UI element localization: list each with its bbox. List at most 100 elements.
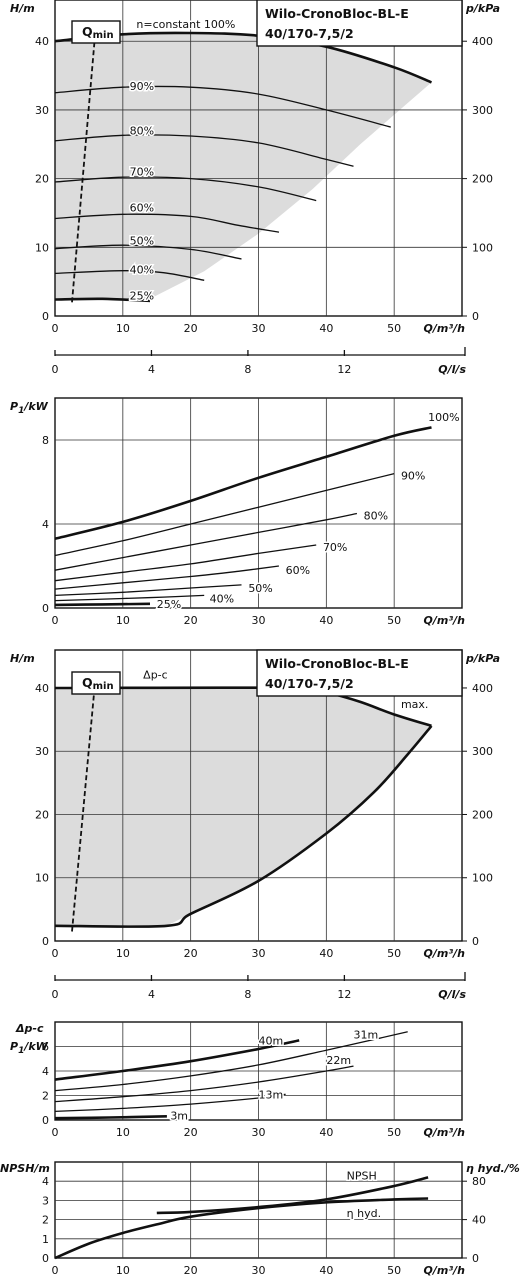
- power-constant-chart-series-label: 80%: [364, 510, 388, 523]
- hq-constant-chart-x-tick-label: 20: [184, 322, 198, 335]
- power-constant-chart-series-90: [54, 472, 395, 557]
- power-dpc-chart-y-axis-mode-label: Δp-c: [15, 1022, 44, 1035]
- power-dpc-chart-x-axis-label: Q/m³/h: [424, 1126, 466, 1139]
- npsh-eta-chart-series-npsh: [156, 1176, 429, 1215]
- hq-constant-chart-x-tick-label: 40: [319, 322, 333, 335]
- hq-dpc-chart-x-tick-label: 0: [52, 947, 59, 960]
- power-dpc-chart-x-tick-label: 20: [184, 1126, 198, 1139]
- power-dpc-chart-x-tick-label: 10: [116, 1126, 130, 1139]
- hq-constant-chart-y2-axis-label: p/kPa: [465, 2, 500, 15]
- npsh-eta-chart-y2-axis-label: η hyd./%: [466, 1162, 520, 1175]
- hq-constant-chart-x-tick-label: 0: [52, 322, 59, 335]
- hq-constant-chart-x-tick-label: 10: [116, 322, 130, 335]
- npsh-eta-chart: 0 10 20 30 40 50 0 1 2 3 4 Q/m³/h 0 40 80 NPSH/m η hyd./…: [0, 1161, 520, 1277]
- power-dpc-chart-y-axis-sub: 1: [18, 1046, 24, 1056]
- npsh-eta-chart-series-label: NPSH: [347, 1169, 377, 1182]
- power-dpc-chart-series-40m: [54, 1039, 300, 1081]
- hq-constant-chart-series-label: 70%: [130, 166, 154, 179]
- npsh-eta-chart-x-axis-label: Q/m³/h: [424, 1264, 466, 1277]
- npsh-eta-chart-y-tick-label: 4: [42, 1175, 49, 1188]
- power-dpc-chart-x-tick-label: 50: [387, 1126, 401, 1139]
- q-ls-axis-bottom-tick-label: 8: [244, 988, 251, 1001]
- power-constant-chart-series-60: [54, 565, 279, 590]
- power-dpc-chart-series-label: 13m: [259, 1088, 284, 1101]
- hq-dpc-chart-y-tick-label: 20: [35, 808, 49, 821]
- npsh-eta-chart-series-hyd: [54, 1197, 429, 1260]
- hq-dpc-chart: 0 10 20 30 40 50 0 10 20 30 40 Q/m³/h 0 100 200 300 400 H…: [10, 649, 500, 960]
- power-constant-chart-y-tick-label: 8: [42, 434, 49, 447]
- npsh-eta-chart-y-axis-label: NPSH/m: [0, 1162, 50, 1175]
- hq-constant-chart-y-tick-label: 10: [35, 241, 49, 254]
- hq-dpc-chart-y2-tick-label: 200: [472, 808, 493, 821]
- power-constant-chart-x-tick-label: 20: [184, 614, 198, 627]
- power-constant-chart-series-label: 60%: [286, 564, 310, 577]
- hq-dpc-chart-x-tick-label: 30: [252, 947, 266, 960]
- hq-constant-chart-y-tick-label: 0: [42, 310, 49, 323]
- hq-constant-chart-series-label: n=constant 100%: [136, 18, 235, 31]
- power-dpc-chart-x-tick-label: 30: [252, 1126, 266, 1139]
- hq-dpc-chart-qmin-line: [71, 675, 97, 932]
- power-constant-chart-x-tick-label: 40: [319, 614, 333, 627]
- power-constant-chart-series-label: 40%: [210, 593, 234, 606]
- power-dpc-chart-series-label: 40m: [259, 1034, 284, 1047]
- hq-dpc-chart-mode-label: Δp-c: [143, 668, 168, 681]
- npsh-eta-chart-x-tick-label: 0: [52, 1264, 59, 1277]
- q-ls-axis-top-tick-label: 12: [337, 363, 351, 376]
- hq-constant-chart-y-axis-label: H/m: [10, 2, 35, 15]
- power-constant-chart-series-label: 70%: [323, 541, 347, 554]
- power-constant-chart: 0 10 20 30 40 50 0 4 8 Q/m³/h P1/kW 100% 90% 80% 70% 60…: [10, 397, 465, 627]
- power-dpc-chart-y-axis-unit: /kW: [22, 1040, 48, 1053]
- hq-constant-chart-series-label: 90%: [130, 80, 154, 93]
- power-dpc-chart-series-3m: [54, 1115, 167, 1120]
- q-ls-axis-bottom-tick-label: 0: [52, 988, 59, 1001]
- hq-constant-chart-qmin-sub: min: [93, 30, 114, 41]
- q-ls-axis-top-tick-label: 8: [244, 363, 251, 376]
- q-ls-axis-bottom: 0 4 8 12 Q/l/s: [52, 972, 466, 1001]
- hq-dpc-chart-subtitle: 40/170-7,5/2: [265, 676, 354, 691]
- power-constant-chart-y-tick-label: 4: [42, 518, 49, 531]
- power-dpc-chart-y-axis-label: P1/kW: [10, 1040, 49, 1056]
- hq-constant-chart-y2-tick-label: 300: [472, 104, 493, 117]
- power-constant-chart-x-tick-label: 10: [116, 614, 130, 627]
- hq-dpc-chart-qmin-box: [71, 671, 121, 695]
- power-dpc-chart-series-label: 31m: [353, 1028, 378, 1041]
- hq-constant-chart-series-label: 40%: [130, 263, 154, 276]
- power-dpc-chart-series-label: 3m: [170, 1110, 188, 1123]
- q-ls-axis-top-tick-label: 0: [52, 363, 59, 376]
- power-constant-chart-y-axis-label: P1/kW: [10, 400, 49, 416]
- power-dpc-chart-y-tick-label: 0: [42, 1114, 49, 1127]
- hq-dpc-chart-x-axis-label: Q/m³/h: [424, 947, 466, 960]
- npsh-eta-chart-y2-tick-label: 0: [472, 1252, 479, 1265]
- hq-dpc-chart-x-tick-label: 50: [387, 947, 401, 960]
- power-constant-chart-series-label: 50%: [248, 582, 272, 595]
- q-ls-axis-bottom-tick-label: 12: [337, 988, 351, 1001]
- hq-constant-chart-y-tick-label: 40: [35, 35, 49, 48]
- hq-dpc-chart-title: Wilo-CronoBloc-BL-E: [265, 656, 409, 671]
- q-ls-axis-bottom-tick-label: 4: [148, 988, 155, 1001]
- power-dpc-chart-y-tick-label: 2: [42, 1090, 49, 1103]
- hq-constant-chart-series-90: [54, 85, 391, 128]
- hq-constant-chart-y-tick-label: 20: [35, 173, 49, 186]
- npsh-eta-chart-y-tick-label: 2: [42, 1214, 49, 1227]
- hq-constant-chart-y2-tick-label: 400: [472, 35, 493, 48]
- npsh-eta-chart-y-tick-label: 0: [42, 1252, 49, 1265]
- power-dpc-chart-y-tick-label: 4: [42, 1065, 49, 1078]
- hq-constant-chart-y2-tick-label: 200: [472, 173, 493, 186]
- hq-dpc-chart-x-tick-label: 10: [116, 947, 130, 960]
- hq-dpc-chart-series-right: [54, 725, 433, 928]
- hq-constant-chart-series-label: 80%: [130, 125, 154, 138]
- power-constant-chart-y-axis-sub: 1: [18, 406, 24, 416]
- npsh-eta-chart-x-tick-label: 20: [184, 1264, 198, 1277]
- power-dpc-chart-series-13m: [54, 1093, 286, 1113]
- hq-constant-chart-series-80: [54, 134, 354, 167]
- hq-dpc-chart-y-tick-label: 10: [35, 872, 49, 885]
- hq-dpc-chart-y-tick-label: 30: [35, 745, 49, 758]
- hq-constant-chart: 0 10 20 30 40 50 0 10 20 30 40 Q/m³/h 0 100 200 300 400 H…: [10, 0, 500, 335]
- power-dpc-chart-y-tick-label: 6: [42, 1041, 49, 1054]
- hq-constant-chart-operating-area: [55, 32, 432, 299]
- npsh-eta-chart-x-tick-label: 30: [252, 1264, 266, 1277]
- power-constant-chart-series-25: [54, 602, 151, 607]
- power-constant-chart-series-70: [54, 544, 317, 582]
